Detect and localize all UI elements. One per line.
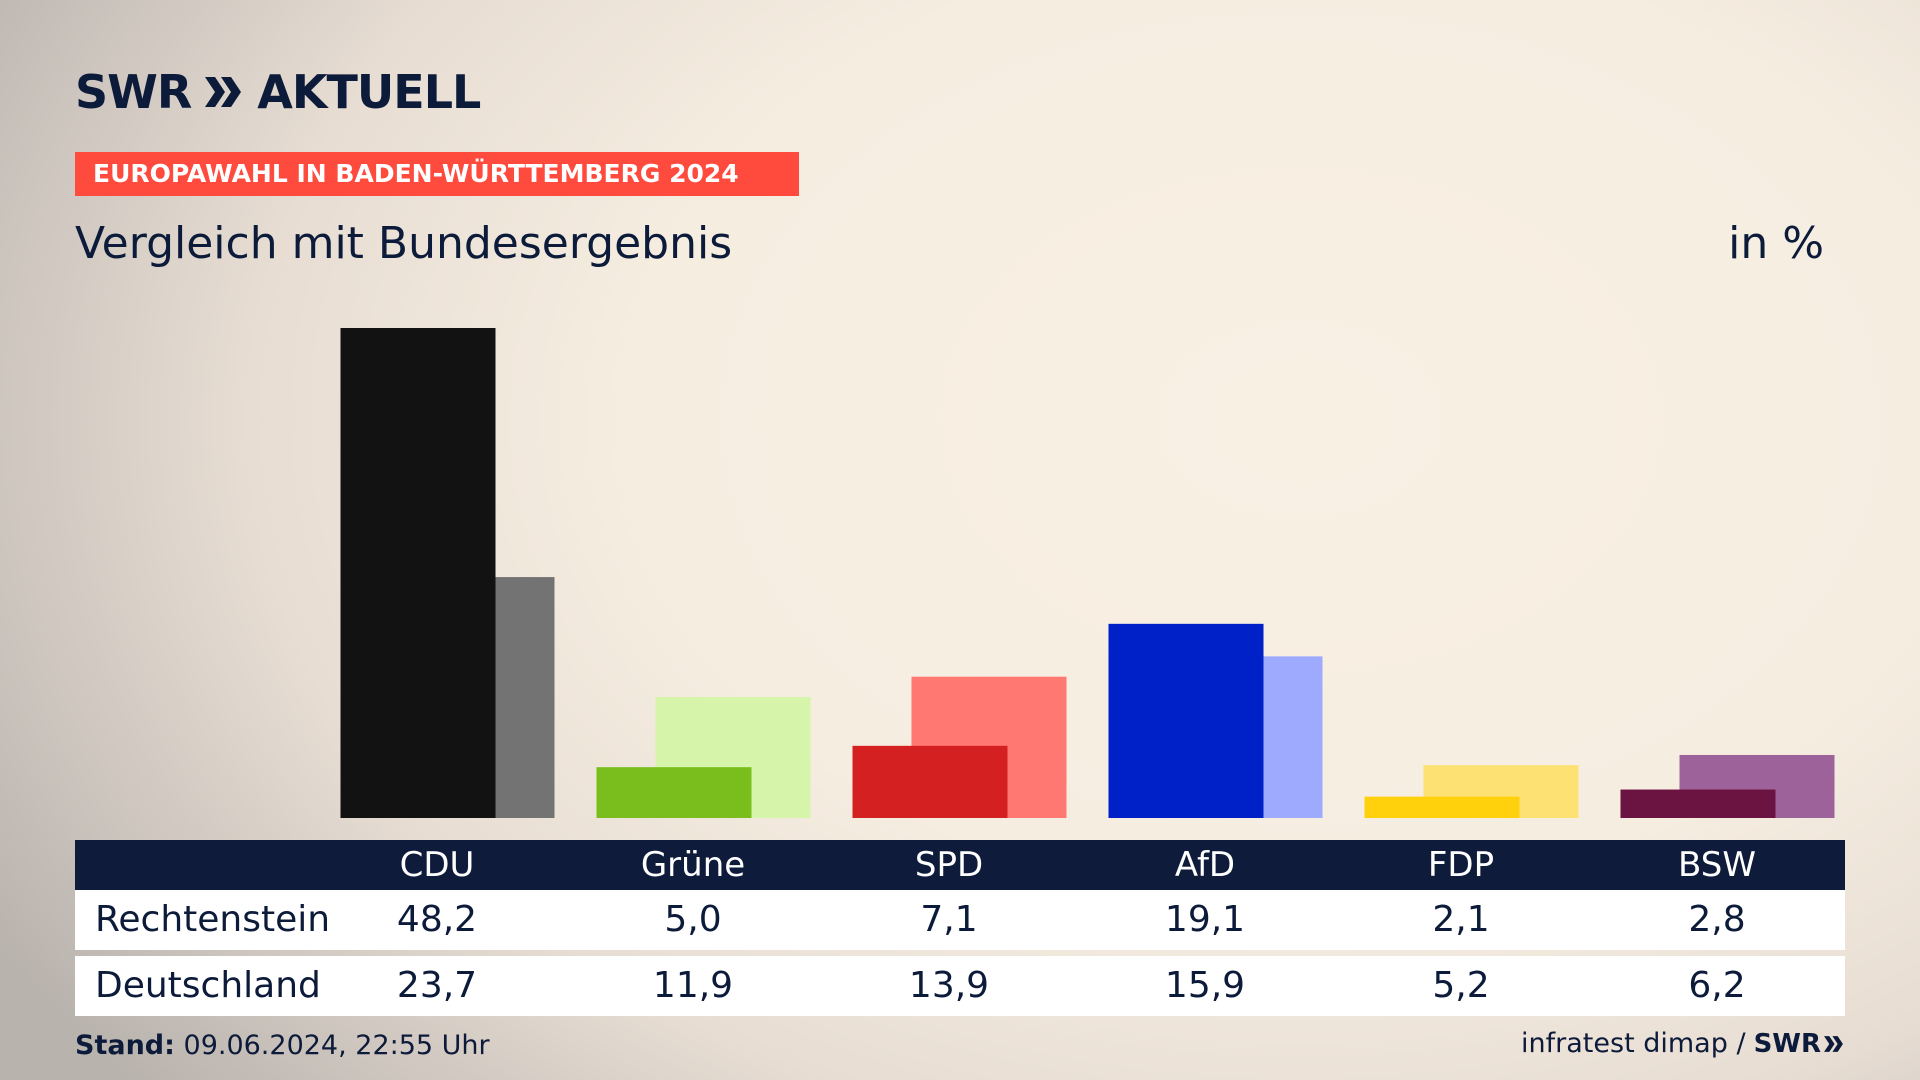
value-fdp-deutschland: 5,2 [1432, 965, 1490, 1006]
bar-fdp-rechtenstein [1364, 796, 1520, 818]
value-afd-deutschland: 15,9 [1164, 965, 1246, 1006]
source-credit: infratest dimap / SWR [1521, 1028, 1845, 1059]
logo-aktuell-text: AKTUELL [257, 65, 481, 119]
double-chevron-small-icon [1824, 1035, 1843, 1052]
bar-gruene-rechtenstein [596, 767, 752, 818]
bar-bsw-rechtenstein [1620, 789, 1776, 818]
party-header-row: CDU Grüne SPD AfD FDP BSW [75, 840, 1845, 890]
value-spd-deutschland: 13,9 [908, 965, 990, 1006]
value-gruene-deutschland: 11,9 [652, 965, 734, 1006]
value-spd-rechtenstein: 7,1 [920, 899, 978, 940]
double-chevron-icon [205, 77, 242, 107]
logo-swr-text: SWR [75, 65, 192, 119]
election-kicker: EUROPAWAHL IN BADEN-WÜRTTEMBERG 2024 [75, 152, 799, 196]
party-label-cdu: CDU [399, 845, 475, 885]
table-row-deutschland: Deutschland 23,7 11,9 13,9 15,9 5,2 6,2 [75, 956, 1845, 1016]
stand-label: Stand: [75, 1030, 175, 1061]
table-row-rechtenstein: Rechtenstein 48,2 5,0 7,1 19,1 2,1 2,8 [75, 890, 1845, 950]
bar-chart [340, 328, 1835, 818]
row-label-deutschland: Deutschland [95, 965, 321, 1006]
party-label-afd: AfD [1174, 845, 1236, 885]
source-text: infratest dimap / [1521, 1028, 1746, 1059]
bar-cdu-rechtenstein [340, 328, 496, 818]
party-label-spd: SPD [914, 845, 984, 885]
party-label-bsw: BSW [1678, 845, 1756, 885]
party-label-fdp: FDP [1427, 845, 1495, 885]
value-cdu-rechtenstein: 48,2 [396, 899, 478, 940]
swr-small-logo: SWR [1754, 1029, 1845, 1059]
timestamp: Stand: 09.06.2024, 22:55 Uhr [75, 1030, 490, 1061]
value-afd-rechtenstein: 19,1 [1164, 899, 1246, 940]
party-label-gruene: Grüne [640, 845, 746, 885]
bar-spd-rechtenstein [852, 745, 1008, 818]
value-bsw-deutschland: 6,2 [1688, 965, 1746, 1006]
stand-value: 09.06.2024, 22:55 Uhr [183, 1030, 490, 1061]
swr-small-text: SWR [1753, 1028, 1821, 1059]
value-bsw-rechtenstein: 2,8 [1688, 899, 1746, 940]
bar-afd-rechtenstein [1108, 623, 1264, 818]
chart-title: Vergleich mit Bundesergebnis [75, 218, 733, 269]
unit-label: in % [1728, 218, 1824, 269]
swr-aktuell-logo: SWR AKTUELL [75, 65, 481, 119]
row-label-rechtenstein: Rechtenstein [95, 899, 331, 940]
value-gruene-rechtenstein: 5,0 [664, 899, 722, 940]
value-fdp-rechtenstein: 2,1 [1432, 899, 1490, 940]
value-cdu-deutschland: 23,7 [396, 965, 478, 1006]
